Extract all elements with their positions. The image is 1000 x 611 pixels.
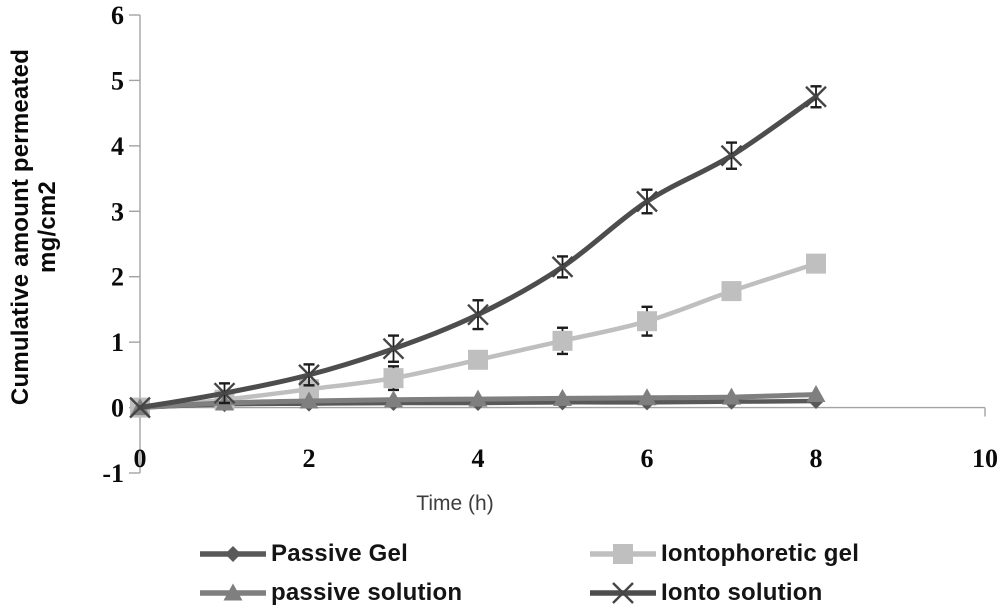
square-marker <box>637 311 657 332</box>
square-marker <box>552 330 573 351</box>
x-marker <box>467 303 489 326</box>
y-tick-label: -1 <box>102 459 124 488</box>
legend-item-passive-solution: passive solution <box>200 579 590 607</box>
y-tick-label: 2 <box>111 263 124 292</box>
triangle-marker <box>299 391 319 409</box>
triangle-marker <box>637 388 657 406</box>
x-tick-label: 10 <box>972 444 998 473</box>
triangle-marker <box>223 583 243 600</box>
legend-item-iontophoretic-gel: Iontophoretic gel <box>590 540 980 568</box>
legend-item-ionto-solution: Ionto solution <box>590 579 980 607</box>
x-tick-label: 2 <box>303 444 316 473</box>
y-axis-title: Cumulative amount permeated mg/cm2 <box>7 7 61 447</box>
square-marker <box>721 281 742 302</box>
triangle-marker-icon <box>200 580 266 606</box>
x-tick-label: 4 <box>472 444 485 473</box>
x-marker <box>129 396 151 419</box>
y-tick-label: 3 <box>111 197 124 226</box>
square-marker <box>806 253 826 274</box>
square-marker <box>613 543 633 564</box>
diamond-legend-glyph <box>200 545 266 562</box>
triangle-marker <box>468 389 488 407</box>
x-marker <box>612 581 634 604</box>
x-legend-glyph <box>590 581 656 604</box>
x-tick-label: 6 <box>641 444 654 473</box>
x-marker <box>805 85 827 108</box>
x-marker <box>551 256 574 278</box>
square-marker-icon <box>590 541 656 567</box>
y-tick-label: 0 <box>111 394 124 423</box>
y-tick-label: 6 <box>111 1 124 30</box>
x-marker <box>636 190 658 213</box>
triangle-marker <box>384 390 403 408</box>
square-legend-glyph <box>590 543 656 564</box>
x-tick-label: 0 <box>134 444 147 473</box>
triangle-marker <box>553 388 572 406</box>
x-marker <box>382 337 405 360</box>
y-tick-label: 1 <box>111 328 124 357</box>
series-line <box>137 261 819 410</box>
square-marker <box>468 349 488 370</box>
legend-row: Passive Gel Iontophoretic gel <box>200 534 980 573</box>
diamond-marker <box>225 545 241 562</box>
x-marker <box>213 382 236 405</box>
x-axis-title: Time (h) <box>416 492 494 515</box>
x-marker-icon <box>590 580 656 606</box>
y-tick-label: 4 <box>111 132 124 161</box>
legend-label: Passive Gel <box>271 539 408 567</box>
y-tick-label: 5 <box>111 66 124 95</box>
legend-item-passive-gel: Passive Gel <box>200 540 590 568</box>
triangle-legend-glyph <box>200 583 266 600</box>
x-marker <box>298 364 320 386</box>
legend-label: passive solution <box>271 578 463 606</box>
legend-row: passive solution Ionto solution <box>200 573 980 611</box>
square-marker <box>383 368 404 389</box>
x-marker <box>720 144 743 167</box>
y-axis-title-line1: Cumulative amount permeated <box>7 48 34 406</box>
series-ionto-solution <box>129 85 827 419</box>
legend-label: Ionto solution <box>661 578 823 606</box>
diamond-marker-icon <box>200 541 266 567</box>
triangle-marker <box>722 387 741 405</box>
y-axis-title-line2: mg/cm2 <box>34 181 61 273</box>
legend-label: Iontophoretic gel <box>661 539 860 567</box>
x-tick-label: 8 <box>810 444 823 473</box>
triangle-marker <box>806 384 826 402</box>
chart-legend: Passive Gel Iontophoretic gel passive so… <box>200 534 980 611</box>
